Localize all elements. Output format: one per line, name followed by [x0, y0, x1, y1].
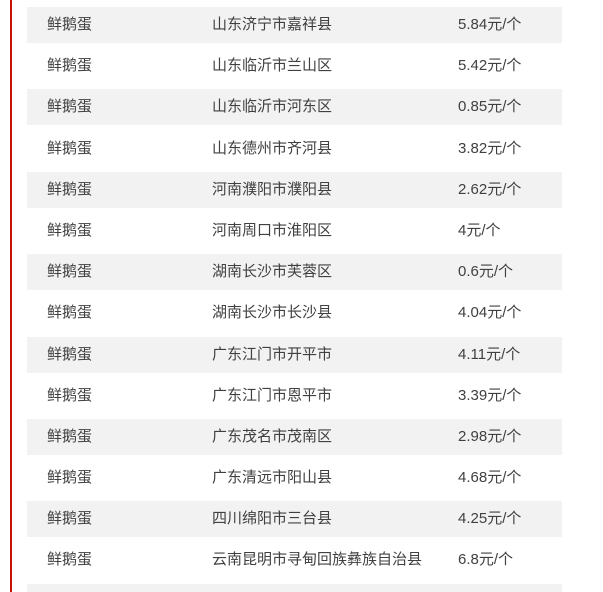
price-cell: 5.84元/个	[458, 16, 522, 33]
region-cell: 河南濮阳市濮阳县	[212, 180, 333, 198]
table-row[interactable]: 鲜鹅蛋 山东济宁市嘉祥县 5.84元/个	[27, 7, 562, 43]
product-cell: 鲜鹅蛋	[47, 221, 93, 239]
product-cell: 鲜鹅蛋	[47, 510, 93, 528]
table-row[interactable]: 鲜鹅蛋 湖南长沙市长沙县 4.04元/个	[27, 295, 562, 332]
price-cell: 2.98元/个	[458, 427, 522, 445]
table-row[interactable]: 鲜鹅蛋 山东临沂市兰山区 5.42元/个	[27, 48, 562, 85]
product-cell: 鲜鹅蛋	[47, 180, 93, 198]
left-accent-border	[10, 0, 12, 592]
product-cell: 鲜鹅蛋	[47, 263, 93, 281]
table-row[interactable]: 鲜鹅蛋 广东茂名市茂南区 2.98元/个	[27, 418, 562, 455]
price-cell: 0.6元/个	[458, 263, 514, 281]
region-cell: 山东济宁市嘉祥县	[212, 16, 333, 33]
price-cell: 4.25元/个	[458, 510, 522, 528]
price-cell: 6.8元/个	[458, 551, 514, 569]
product-cell: 鲜鹅蛋	[47, 57, 93, 75]
table-row[interactable]: 鲜鹅蛋 云南昆明市寻甸回族彝族自治县 6.8元/个	[27, 542, 562, 579]
product-cell: 鲜鹅蛋	[47, 98, 93, 116]
region-cell: 广东清远市阳山县	[212, 469, 333, 487]
region-cell: 湖南长沙市长沙县	[212, 304, 333, 322]
product-cell: 鲜鹅蛋	[47, 469, 93, 487]
region-cell: 山东临沂市兰山区	[212, 57, 333, 75]
product-cell: 鲜鹅蛋	[47, 551, 93, 569]
table-row-partial	[27, 583, 562, 592]
region-cell: 河南周口市淮阳区	[212, 221, 333, 239]
price-cell: 4元/个	[458, 221, 501, 239]
price-cell: 3.82元/个	[458, 139, 522, 157]
price-cell: 5.42元/个	[458, 57, 522, 75]
table-row[interactable]: 鲜鹅蛋 山东临沂市河东区 0.85元/个	[27, 89, 562, 126]
table-row[interactable]: 鲜鹅蛋 河南濮阳市濮阳县 2.62元/个	[27, 171, 562, 208]
price-cell: 4.04元/个	[458, 304, 522, 322]
product-cell: 鲜鹅蛋	[47, 345, 93, 363]
region-cell: 山东临沂市河东区	[212, 98, 333, 116]
region-cell: 山东德州市齐河县	[212, 139, 333, 157]
price-cell: 4.11元/个	[458, 345, 521, 363]
table-row[interactable]: 鲜鹅蛋 湖南长沙市芙蓉区 0.6元/个	[27, 254, 562, 291]
region-cell: 湖南长沙市芙蓉区	[212, 263, 333, 281]
table-row[interactable]: 鲜鹅蛋 广东江门市开平市 4.11元/个	[27, 336, 562, 373]
region-cell: 广东江门市开平市	[212, 345, 333, 363]
price-cell: 4.68元/个	[458, 469, 522, 487]
price-cell: 2.62元/个	[458, 180, 522, 198]
product-cell: 鲜鹅蛋	[47, 427, 93, 445]
price-cell: 0.85元/个	[458, 98, 522, 116]
product-cell: 鲜鹅蛋	[47, 139, 93, 157]
region-cell: 广东茂名市茂南区	[212, 427, 333, 445]
product-cell: 鲜鹅蛋	[47, 304, 93, 322]
table-row[interactable]: 鲜鹅蛋 广东清远市阳山县 4.68元/个	[27, 460, 562, 497]
product-cell: 鲜鹅蛋	[47, 16, 93, 33]
price-cell: 3.39元/个	[458, 386, 522, 404]
region-cell: 四川绵阳市三台县	[212, 510, 333, 528]
table-row[interactable]: 鲜鹅蛋 山东德州市齐河县 3.82元/个	[27, 130, 562, 167]
price-table: 鲜鹅蛋 山东济宁市嘉祥县 5.84元/个 鲜鹅蛋 山东临沂市兰山区 5.42元/…	[27, 7, 562, 592]
region-cell: 云南昆明市寻甸回族彝族自治县	[212, 551, 423, 569]
table-row[interactable]: 鲜鹅蛋 广东江门市恩平市 3.39元/个	[27, 377, 562, 414]
table-row[interactable]: 鲜鹅蛋 四川绵阳市三台县 4.25元/个	[27, 501, 562, 538]
table-row[interactable]: 鲜鹅蛋 河南周口市淮阳区 4元/个	[27, 212, 562, 249]
region-cell: 广东江门市恩平市	[212, 386, 333, 404]
product-cell: 鲜鹅蛋	[47, 386, 93, 404]
